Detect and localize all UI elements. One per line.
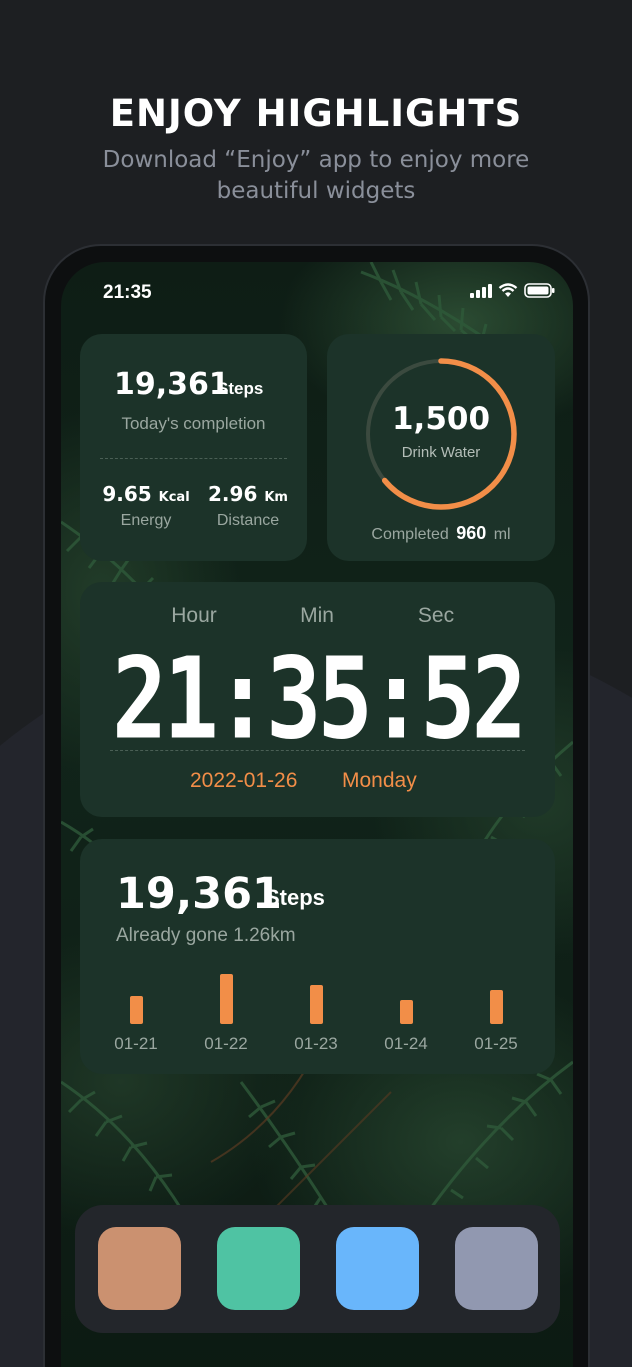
app-dock: [75, 1205, 560, 1333]
clock-sec-label: Sec: [417, 604, 455, 627]
step-bar-01-23: [310, 985, 323, 1024]
clock-hour-label: Hour: [171, 604, 217, 627]
hero-title: ENJOY HIGHLIGHTS: [109, 92, 523, 135]
energy-value: 9.65: [102, 482, 152, 506]
energy-stat: 9.65 Kcal Energy: [98, 482, 194, 530]
water-completed-unit: ml: [493, 526, 511, 543]
steps-count: 19,361: [114, 367, 230, 402]
clock-min-label: Min: [300, 604, 334, 627]
distance-label: Distance: [216, 512, 280, 529]
hero-subtitle: Download “Enjoy” app to enjoy more beaut…: [102, 147, 530, 204]
distance-unit: Km: [264, 490, 288, 505]
water-completed-value: 960: [456, 523, 487, 543]
step-bar-01-25: [490, 990, 503, 1024]
steps-completion-label: Today's completion: [121, 414, 266, 433]
battery-icon: [524, 283, 555, 298]
steps-history-widget[interactable]: 19,361 Steps Already gone 1.26km 01-21 01…: [80, 839, 555, 1074]
energy-label: Energy: [120, 512, 172, 529]
distance-value-row: 2.96 Km: [200, 482, 296, 506]
water-completed: Completed 960 ml: [327, 523, 555, 544]
steps-unit: Steps: [217, 379, 264, 398]
step-bar-01-21: [130, 996, 143, 1024]
steps-widget[interactable]: 19,361 Steps Today's completion 9.65 Kca…: [80, 334, 307, 561]
app-tile-1[interactable]: [98, 1227, 181, 1310]
steps-divider: [100, 458, 287, 459]
step-bar-label: 01-22: [204, 1034, 248, 1053]
clock-time: 21:35:52: [111, 634, 527, 765]
step-bar-01-24: [400, 1000, 413, 1024]
history-steps-count: 19,361: [116, 869, 282, 919]
water-completed-prefix: Completed: [371, 526, 449, 543]
energy-unit: Kcal: [158, 490, 190, 505]
wifi-icon: [498, 283, 518, 297]
clock-weekday: Monday: [342, 769, 417, 792]
app-tile-4[interactable]: [455, 1227, 538, 1310]
step-bar-label: 01-24: [384, 1034, 428, 1053]
energy-value-row: 9.65 Kcal: [98, 482, 194, 506]
clock-date: 2022-01-26: [190, 769, 298, 792]
water-progress-ring: [365, 358, 517, 510]
water-amount: 1,500: [391, 401, 491, 437]
phone-screen: 21:35 19,361 Steps Today's completion 9.…: [61, 262, 573, 1367]
step-bar-label: 01-23: [294, 1034, 338, 1053]
cellular-signal-icon: [470, 283, 492, 298]
app-tile-3[interactable]: [336, 1227, 419, 1310]
status-bar-icons: [470, 283, 555, 298]
step-bar-label: 01-21: [114, 1034, 158, 1053]
water-widget[interactable]: 1,500 Drink Water Completed 960 ml: [327, 334, 555, 561]
clock-widget[interactable]: Hour Min Sec 21:35:52 2022-01-26 Monday: [80, 582, 555, 817]
step-bar-label: 01-25: [474, 1034, 518, 1053]
app-tile-2[interactable]: [217, 1227, 300, 1310]
distance-value: 2.96: [208, 482, 258, 506]
distance-stat: 2.96 Km Distance: [200, 482, 296, 530]
history-subtitle: Already gone 1.26km: [116, 925, 296, 946]
step-bar-01-22: [220, 974, 233, 1024]
status-bar-time: 21:35: [103, 282, 152, 303]
water-ring-progress: [365, 358, 517, 510]
clock-divider: [110, 750, 525, 751]
water-label: Drink Water: [401, 444, 481, 461]
history-steps-unit: Steps: [265, 885, 325, 910]
